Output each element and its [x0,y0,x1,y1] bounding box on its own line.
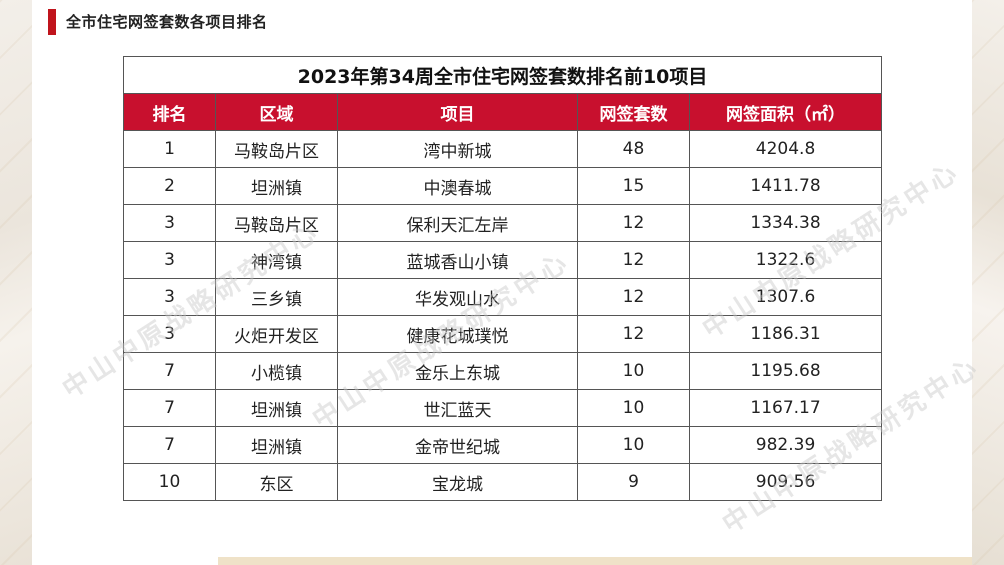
cell-district: 坦洲镇 [215,389,338,427]
table-row: 3 马鞍岛片区 保利天汇左岸 12 1334.38 [123,204,883,242]
cell-units: 10 [577,426,690,464]
table-row: 7 小榄镇 金乐上东城 10 1195.68 [123,352,883,390]
cell-area: 1167.17 [688,389,883,427]
table-row: 3 火炬开发区 健康花城璞悦 12 1186.31 [123,315,883,353]
table-body: 1 马鞍岛片区 湾中新城 48 4204.8 2 坦洲镇 中澳春城 15 1411.78 3 马鞍岛片… [123,130,883,501]
cell-project: 湾中新城 [337,130,578,168]
cell-project: 保利天汇左岸 [337,204,578,242]
cell-project: 华发观山水 [337,278,578,316]
cell-rank: 7 [123,389,216,427]
cell-area: 982.39 [688,426,883,464]
cell-project: 金帝世纪城 [337,426,578,464]
cell-district: 马鞍岛片区 [215,130,338,168]
cell-area: 1195.68 [688,352,883,390]
column-header-units: 网签套数 [577,93,690,131]
cell-units: 12 [577,315,690,353]
header-accent-bar [48,9,56,35]
cell-area: 1334.38 [688,204,883,242]
table-row: 10 东区 宝龙城 9 909.56 [123,463,883,501]
cell-district: 火炬开发区 [215,315,338,353]
cell-rank: 1 [123,130,216,168]
cell-district: 坦洲镇 [215,167,338,205]
cell-district: 马鞍岛片区 [215,204,338,242]
table-row: 3 三乡镇 华发观山水 12 1307.6 [123,278,883,316]
cell-rank: 3 [123,315,216,353]
cell-rank: 10 [123,463,216,501]
cell-rank: 7 [123,352,216,390]
left-decorative-margin [0,0,32,565]
cell-rank: 2 [123,167,216,205]
cell-units: 10 [577,352,690,390]
cell-rank: 7 [123,426,216,464]
ranking-table: 2023年第34周全市住宅网签套数排名前10项目 排名 区域 项目 网签套数 网… [122,56,883,501]
cell-units: 12 [577,204,690,242]
cell-district: 神湾镇 [215,241,338,279]
cell-rank: 3 [123,241,216,279]
cell-project: 中澳春城 [337,167,578,205]
cell-district: 坦洲镇 [215,426,338,464]
cell-project: 世汇蓝天 [337,389,578,427]
cell-area: 909.56 [688,463,883,501]
column-header-rank: 排名 [123,93,216,131]
cell-area: 1411.78 [688,167,883,205]
page-title: 全市住宅网签套数各项目排名 [66,13,268,31]
table-row: 7 坦洲镇 金帝世纪城 10 982.39 [123,426,883,464]
cell-area: 4204.8 [688,130,883,168]
cell-district: 东区 [215,463,338,501]
cell-area: 1307.6 [688,278,883,316]
cell-units: 48 [577,130,690,168]
column-header-project: 项目 [337,93,578,131]
cell-rank: 3 [123,204,216,242]
cell-units: 12 [577,278,690,316]
right-decorative-margin [972,0,1004,565]
table-row: 3 神湾镇 蓝城香山小镇 12 1322.6 [123,241,883,279]
cell-area: 1322.6 [688,241,883,279]
table-row: 2 坦洲镇 中澳春城 15 1411.78 [123,167,883,205]
cell-area: 1186.31 [688,315,883,353]
cell-units: 15 [577,167,690,205]
cell-units: 10 [577,389,690,427]
cell-district: 小榄镇 [215,352,338,390]
cell-project: 宝龙城 [337,463,578,501]
table-row: 7 坦洲镇 世汇蓝天 10 1167.17 [123,389,883,427]
column-header-area: 网签面积（㎡） [688,93,883,131]
cell-project: 蓝城香山小镇 [337,241,578,279]
cell-project: 金乐上东城 [337,352,578,390]
column-header-district: 区域 [215,93,338,131]
cell-rank: 3 [123,278,216,316]
bottom-decorative-strip [218,557,972,565]
cell-project: 健康花城璞悦 [337,315,578,353]
cell-units: 9 [577,463,690,501]
cell-district: 三乡镇 [215,278,338,316]
table-title: 2023年第34周全市住宅网签套数排名前10项目 [122,56,883,94]
table-row: 1 马鞍岛片区 湾中新城 48 4204.8 [123,130,883,168]
cell-units: 12 [577,241,690,279]
